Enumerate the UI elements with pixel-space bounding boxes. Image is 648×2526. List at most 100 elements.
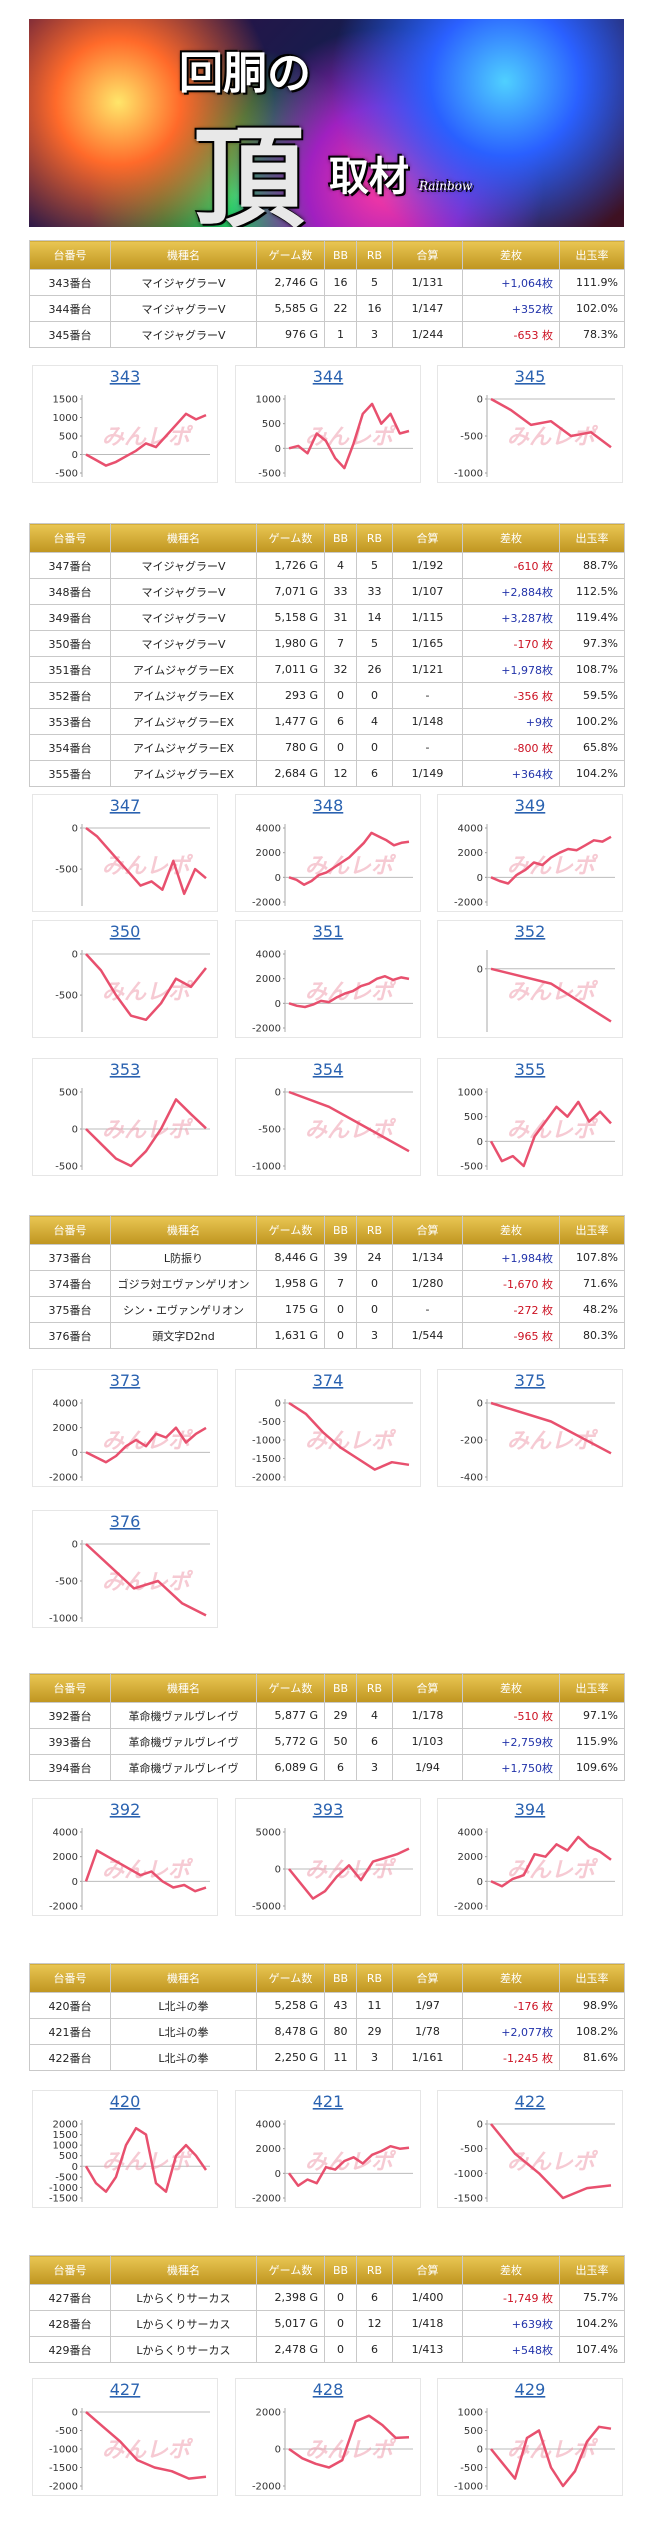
table-cell: 351番台 [29, 656, 111, 683]
data-line [85, 1098, 207, 1168]
table-row: 355番台 アイムジャグラーEX 2,684 G 12 6 1/149 +364枚 104.2… [29, 760, 625, 787]
chart-title[interactable]: 374 [313, 1371, 344, 1390]
chart-frame [32, 1798, 218, 1916]
chart-title[interactable]: 422 [515, 2092, 546, 2111]
table-cell: マイジャグラーV [110, 269, 257, 296]
table-cell: -800 枚 [462, 734, 560, 761]
chart-title[interactable]: 429 [515, 2380, 546, 2399]
data-table: 台番号 機種名 ゲーム数 BB RB 合算 差枚 出玉率 343番台 マイジャグラーV 2,746 … [29, 240, 625, 348]
chart: 354 0 -500 -1000 みんレポ [235, 1058, 421, 1176]
y-tick-label: -2000 [454, 898, 483, 909]
chart-title[interactable]: 428 [313, 2380, 344, 2399]
table-cell: 427番台 [29, 2284, 111, 2311]
column-header: 機種名 [110, 2255, 257, 2285]
table-cell: 8,446 G [256, 1244, 325, 1271]
y-tick-label: 0 [275, 2445, 281, 2456]
table-cell: 0 [324, 1322, 357, 1349]
y-tick-label: -200 [460, 1436, 483, 1447]
y-tick-label: -500 [460, 2144, 483, 2155]
chart-title[interactable]: 421 [313, 2092, 344, 2111]
table-cell: 353番台 [29, 708, 111, 735]
chart-title[interactable]: 347 [110, 796, 141, 815]
table-cell: 347番台 [29, 552, 111, 579]
chart-title[interactable]: 373 [110, 1371, 141, 1390]
table-cell: 1,980 G [256, 630, 325, 657]
table-cell: - [392, 734, 463, 761]
chart-title[interactable]: 375 [515, 1371, 546, 1390]
table-cell: 355番台 [29, 760, 111, 787]
y-tick-label: -1000 [49, 2183, 78, 2194]
y-tick-label: 1000 [458, 2408, 483, 2419]
y-tick-label: 5000 [256, 1828, 281, 1839]
table-cell: 420番台 [29, 1992, 111, 2019]
chart-title[interactable]: 353 [110, 1060, 141, 1079]
column-header: 合算 [392, 1673, 463, 1703]
chart-title[interactable]: 344 [313, 367, 344, 386]
data-line [288, 1401, 410, 1471]
table-cell: Lからくりサーカス [110, 2310, 257, 2337]
chart-title[interactable]: 394 [515, 1800, 546, 1819]
y-tick-label: 1000 [53, 2141, 78, 2152]
table-cell: 6 [356, 2284, 393, 2311]
chart-frame [32, 1369, 218, 1487]
table-cell: ゴジラ対エヴァンゲリオン [110, 1270, 257, 1297]
chart-title[interactable]: 354 [313, 1060, 344, 1079]
chart-title[interactable]: 345 [515, 367, 546, 386]
table-cell: 1,477 G [256, 708, 325, 735]
table-cell: 98.9% [559, 1992, 625, 2019]
table-cell: 12 [324, 760, 357, 787]
table-row: 343番台 マイジャグラーV 2,746 G 16 5 1/131 +1,064枚 111.9… [29, 269, 625, 296]
data-line [490, 967, 612, 1023]
chart-title[interactable]: 427 [110, 2380, 141, 2399]
chart-title[interactable]: 393 [313, 1800, 344, 1819]
table-row: 347番台 マイジャグラーV 1,726 G 4 5 1/192 -610 枚 88.7% [29, 552, 625, 579]
chart-title[interactable]: 343 [110, 367, 141, 386]
column-header: 差枚 [462, 240, 560, 270]
watermark: みんレポ [305, 1117, 397, 1143]
chart-title[interactable]: 351 [313, 922, 344, 941]
column-header: RB [356, 1963, 393, 1993]
chart-title[interactable]: 392 [110, 1800, 141, 1819]
chart-frame [437, 2090, 623, 2208]
y-tick-label: 0 [275, 444, 281, 455]
table-cell: +639枚 [462, 2310, 560, 2337]
chart: 345 0 -500 -1000 みんレポ [437, 365, 623, 483]
data-line [85, 1426, 207, 1464]
banner: 回胴の 頂 取材 Rainbow [29, 19, 624, 227]
chart-title[interactable]: 350 [110, 922, 141, 941]
watermark: みんレポ [305, 424, 397, 450]
table-cell: 1/78 [392, 2018, 463, 2045]
table-cell: 0 [324, 734, 357, 761]
column-header: ゲーム数 [256, 1673, 325, 1703]
chart-title[interactable]: 420 [110, 2092, 141, 2111]
chart-title[interactable]: 348 [313, 796, 344, 815]
table-cell: 376番台 [29, 1322, 111, 1349]
table-row: 376番台 頭文字D2nd 1,631 G 0 3 1/544 -965 枚 80.3% [29, 1322, 625, 1349]
chart-title[interactable]: 349 [515, 796, 546, 815]
column-header: 機種名 [110, 1215, 257, 1245]
table-cell: 1/115 [392, 604, 463, 631]
table-row: 345番台 マイジャグラーV 976 G 1 3 1/244 -653 枚 78.3% [29, 321, 625, 348]
table-cell: 109.6% [559, 1754, 625, 1781]
watermark: みんレポ [305, 2437, 397, 2463]
y-tick-label: -2000 [49, 2482, 78, 2493]
table-cell: 293 G [256, 682, 325, 709]
table-cell: 111.9% [559, 269, 625, 296]
y-tick-label: -1500 [49, 2463, 78, 2474]
table-cell: 5,877 G [256, 1702, 325, 1729]
table-cell: 16 [356, 295, 393, 322]
chart-title[interactable]: 355 [515, 1060, 546, 1079]
table-cell: 0 [356, 682, 393, 709]
table-cell: 1/103 [392, 1728, 463, 1755]
table-cell: +2,759枚 [462, 1728, 560, 1755]
chart-title[interactable]: 376 [110, 1512, 141, 1531]
chart-title[interactable]: 352 [515, 922, 546, 941]
data-line [288, 1847, 410, 1900]
table-cell: -170 枚 [462, 630, 560, 657]
table-cell: +1,064枚 [462, 269, 560, 296]
table-cell: 348番台 [29, 578, 111, 605]
chart: 355 1000 500 0 -500 みんレポ [437, 1058, 623, 1176]
table-row: 394番台 革命機ヴァルヴレイヴ 6,089 G 6 3 1/94 +1,750枚 109.6… [29, 1754, 625, 1781]
y-tick-label: 0 [477, 873, 483, 884]
